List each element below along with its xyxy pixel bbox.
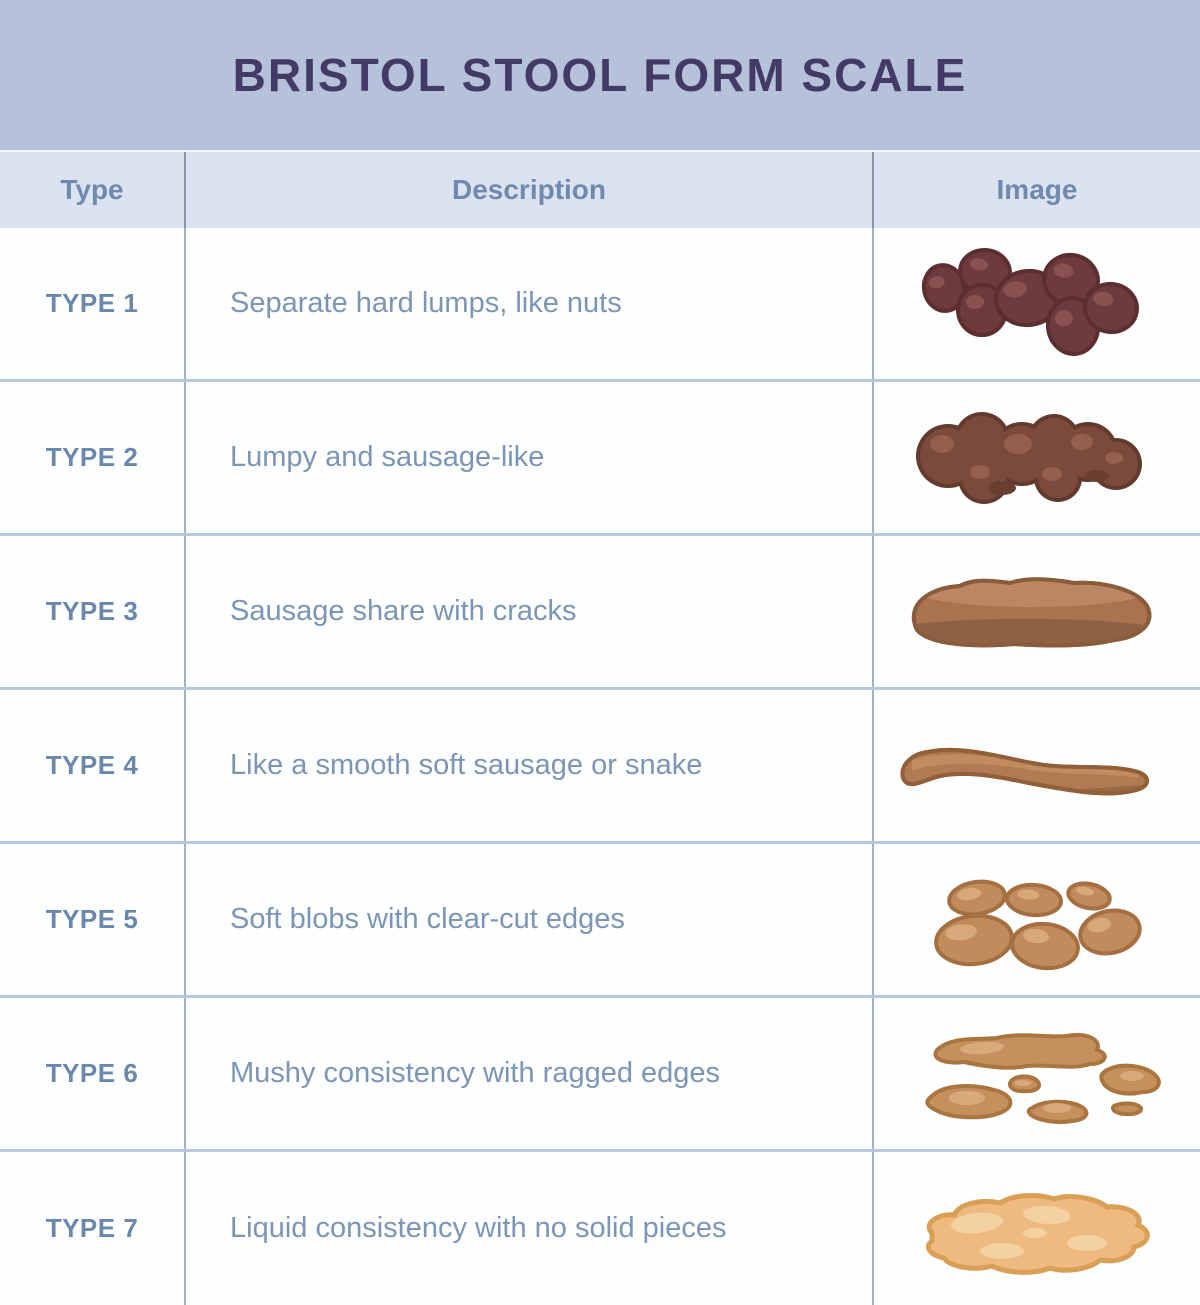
description-text: Soft blobs with clear-cut edges — [186, 844, 874, 995]
column-header-type: Type — [0, 152, 186, 228]
table-row: TYPE 6 Mushy consistency with ragged edg… — [0, 998, 1200, 1152]
type-label: TYPE 6 — [0, 998, 186, 1149]
stool-type-2-image — [916, 411, 1142, 504]
table-row: TYPE 3 Sausage share with cracks — [0, 536, 1200, 690]
description-text: Lumpy and sausage-like — [186, 382, 874, 533]
stool-type-5-image — [934, 879, 1142, 970]
table-header-row: Type Description Image — [0, 152, 1200, 228]
description-text: Liquid consistency with no solid pieces — [186, 1152, 874, 1305]
type-label: TYPE 4 — [0, 690, 186, 841]
table-row: TYPE 5 Soft blobs with clear-cut edges — [0, 844, 1200, 998]
stool-type-4-image — [900, 747, 1149, 795]
table-row: TYPE 7 Liquid consistency with no solid … — [0, 1152, 1200, 1305]
stool-type-6-image — [925, 1032, 1161, 1124]
title-band: BRISTOL STOOL FORM SCALE — [0, 0, 1200, 152]
column-header-image: Image — [996, 174, 1078, 205]
table-row: TYPE 1 Separate hard lumps, like nuts — [0, 228, 1200, 382]
type-label: TYPE 5 — [0, 844, 186, 995]
stool-type-3-image — [911, 576, 1152, 647]
table-row: TYPE 4 Like a smooth soft sausage or sna… — [0, 690, 1200, 844]
type-label: TYPE 7 — [0, 1152, 186, 1305]
table-row: TYPE 2 Lumpy and sausage-like — [0, 382, 1200, 536]
type-label: TYPE 3 — [0, 536, 186, 687]
page-title: BRISTOL STOOL FORM SCALE — [232, 49, 968, 101]
description-text: Mushy consistency with ragged edges — [186, 998, 874, 1149]
description-text: Sausage share with cracks — [186, 536, 874, 687]
description-text: Separate hard lumps, like nuts — [186, 228, 874, 379]
stool-type-1-image — [921, 247, 1139, 356]
stool-type-7-image — [926, 1192, 1150, 1275]
column-header-description: Description — [186, 152, 874, 228]
type-label: TYPE 2 — [0, 382, 186, 533]
description-text: Like a smooth soft sausage or snake — [186, 690, 874, 841]
type-label: TYPE 1 — [0, 228, 186, 379]
